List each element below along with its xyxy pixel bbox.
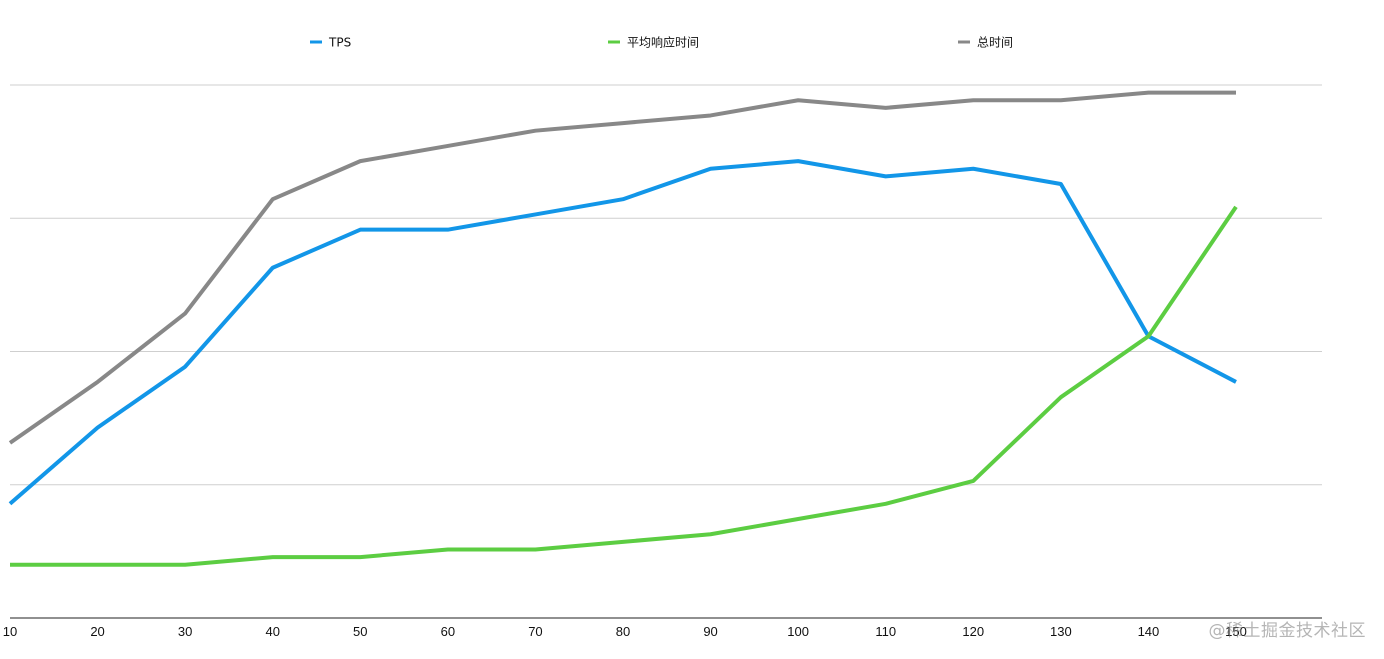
gridlines [10,84,1322,486]
x-tick-label: 140 [1138,624,1160,639]
legend-label: 总时间 [977,36,1013,50]
x-tick-label: 110 [875,624,896,639]
watermark: @稀土掘金技术社区 [1208,621,1366,641]
series-lines [8,90,1238,567]
series-line-2 [8,90,1236,445]
x-tick-label: 130 [1050,624,1072,639]
legend-label: 平均响应时间 [627,35,699,50]
x-tick-label: 150 [1225,624,1247,639]
x-tick-label: 120 [962,624,984,639]
x-tick-label: 40 [265,624,279,639]
series-line-1 [10,205,1238,567]
legend: TPS 平均响应时间 总时间 [310,35,1013,50]
x-tick-label: 80 [616,624,630,639]
x-tick-label: 100 [787,624,809,639]
legend-label: TPS [328,36,351,50]
x-tick-label: 60 [441,624,455,639]
x-tick-label: 50 [353,624,367,639]
x-tick-label: 30 [178,624,192,639]
x-tick-label: 90 [703,624,717,639]
x-tick-label: 70 [528,624,542,639]
x-axis: 10 20 30 40 50 60 70 80 90 100 110 120 130 140 150 [3,617,1322,639]
x-tick-label: 20 [90,624,104,639]
x-tick-label: 10 [3,624,17,639]
series-line-0 [8,159,1237,506]
